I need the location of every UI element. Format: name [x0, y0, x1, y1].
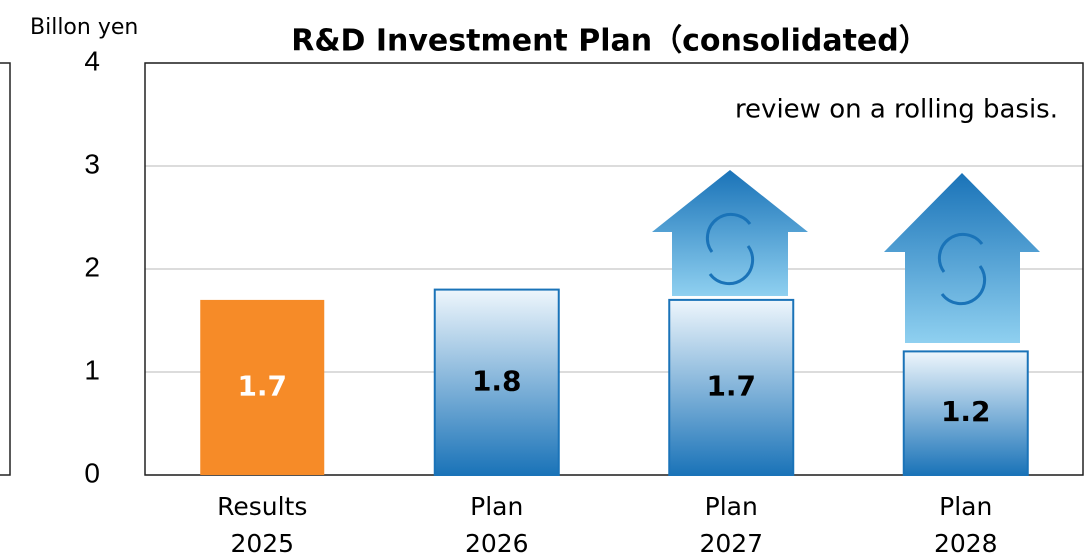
annotation: review on a rolling basis.: [735, 95, 1058, 125]
bar: [902, 350, 1029, 476]
y-tick-label: 3: [84, 148, 100, 179]
y-axis-label: Billon yen: [30, 15, 138, 40]
arrow-2027: [652, 170, 808, 296]
y-tick-label: 0: [84, 457, 100, 488]
plot-frame: [144, 62, 1084, 476]
value-label: 1.7: [706, 369, 756, 402]
bar: [668, 298, 795, 476]
x-tick-label: Results 2025: [217, 492, 307, 558]
y-tick-label: 1: [84, 354, 100, 385]
value-label: 1.8: [472, 364, 522, 397]
x-tick-label: Plan 2028: [934, 492, 998, 558]
value-label: 1.2: [941, 395, 991, 428]
x-tick-label: Plan 2026: [465, 492, 529, 558]
bar: [433, 288, 560, 476]
arrow-2028: [884, 173, 1040, 343]
y-tick-label: 4: [84, 45, 100, 76]
chart-title: R&D Investment Plan（consolidated）: [291, 24, 929, 59]
bar: [200, 299, 325, 475]
y-tick-label: 2: [84, 251, 100, 282]
x-tick-label: Plan 2027: [699, 492, 763, 558]
value-label: 1.7: [237, 369, 287, 402]
neighbor-frame: [0, 62, 11, 476]
